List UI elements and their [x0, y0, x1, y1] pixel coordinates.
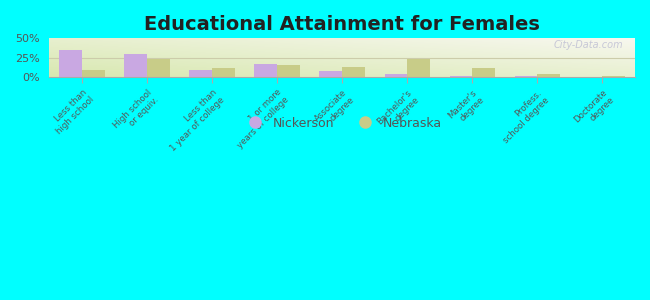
- Bar: [385, 74, 408, 77]
- Bar: [319, 71, 343, 77]
- Bar: [343, 67, 365, 77]
- Bar: [473, 68, 495, 77]
- Bar: [59, 50, 82, 77]
- Bar: [277, 65, 300, 77]
- Bar: [124, 54, 147, 77]
- Bar: [254, 64, 277, 77]
- Bar: [212, 68, 235, 77]
- Bar: [82, 70, 105, 77]
- Legend: Nickerson, Nebraska: Nickerson, Nebraska: [237, 112, 447, 135]
- Title: Educational Attainment for Females: Educational Attainment for Females: [144, 15, 540, 34]
- Text: City-Data.com: City-Data.com: [554, 40, 623, 50]
- Bar: [147, 59, 170, 77]
- Bar: [450, 76, 473, 77]
- Bar: [515, 76, 538, 77]
- Bar: [538, 74, 560, 77]
- Bar: [603, 76, 625, 77]
- Bar: [189, 70, 212, 77]
- Bar: [408, 59, 430, 77]
